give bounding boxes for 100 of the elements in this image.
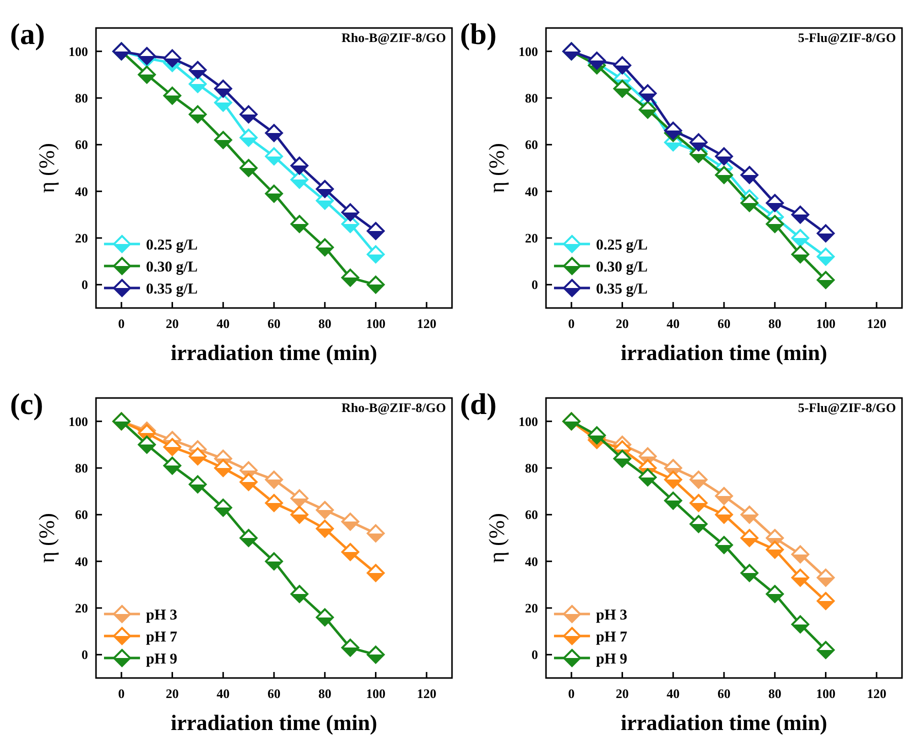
point (740, 529, 758, 547)
point (316, 501, 334, 519)
point (138, 66, 156, 84)
point (316, 180, 334, 198)
point (816, 592, 835, 610)
point (290, 170, 308, 189)
point (265, 552, 283, 570)
point (290, 156, 308, 175)
y-tick-label: 60 (75, 137, 88, 152)
x-tick-label: 60 (268, 316, 280, 331)
y-tick-label: 100 (518, 414, 538, 429)
point (214, 80, 232, 98)
x-tick-label: 60 (718, 316, 730, 331)
point (715, 166, 733, 184)
x-tick-label: 80 (768, 316, 782, 331)
text: (d) (460, 388, 497, 421)
legend-label: pH 3 (596, 607, 628, 624)
point (613, 56, 632, 74)
y-tick-label: 40 (525, 554, 538, 569)
point (366, 524, 385, 542)
point (366, 245, 385, 264)
point (341, 512, 360, 531)
x-tick-label: 20 (166, 686, 179, 701)
point (690, 515, 708, 533)
point (316, 238, 334, 256)
point (816, 568, 835, 587)
point (715, 147, 733, 166)
point (188, 105, 207, 124)
point (740, 506, 758, 524)
x-tick-label: 100 (816, 686, 836, 701)
point (240, 159, 258, 177)
point (188, 475, 207, 494)
y-tick-label: 100 (518, 44, 538, 59)
point (290, 215, 308, 233)
y-tick-label: 40 (75, 554, 88, 569)
y-axis-title: η (%) (484, 143, 509, 193)
y-tick-label: 0 (532, 277, 538, 292)
y-tick-label: 80 (75, 460, 88, 476)
point (791, 615, 810, 634)
x-tick-label: 100 (366, 316, 386, 331)
annotation: Rho-B@ZIF-8/GO (341, 400, 446, 415)
y-tick-label: 80 (75, 90, 88, 106)
legend-label: 0.30 g/L (146, 259, 198, 276)
x-tick-label: 0 (118, 316, 125, 331)
point (740, 564, 758, 582)
text: (a) (10, 18, 45, 51)
point (766, 585, 784, 603)
point (715, 487, 733, 505)
point (588, 52, 606, 70)
point (638, 468, 657, 486)
x-tick-label: 0 (118, 686, 125, 701)
y-tick-label: 60 (75, 507, 88, 522)
point (188, 447, 207, 466)
point (240, 529, 258, 547)
point (366, 564, 385, 582)
point (214, 94, 232, 112)
point (664, 470, 682, 489)
x-tick-label: 20 (616, 316, 629, 331)
point (613, 80, 632, 98)
point (138, 436, 156, 454)
point (341, 543, 360, 561)
y-tick-label: 80 (525, 460, 538, 476)
x-axis-title: irradiation time (min) (170, 710, 378, 735)
point (290, 506, 308, 524)
x-tick-label: 120 (416, 316, 436, 331)
y-tick-label: 0 (82, 277, 88, 292)
x-tick-label: 80 (318, 686, 332, 701)
x-tick-label: 80 (768, 686, 782, 701)
x-tick-label: 40 (216, 316, 230, 331)
x-tick-label: 120 (866, 686, 886, 701)
legend-label: pH 9 (596, 651, 628, 668)
y-axis-title: η (%) (34, 143, 59, 193)
legend-label: 0.25 g/L (146, 237, 198, 254)
point (690, 133, 708, 152)
x-tick-label: 20 (166, 316, 179, 331)
point (816, 641, 835, 659)
point (816, 248, 835, 266)
point (240, 128, 258, 147)
x-tick-label: 20 (616, 686, 629, 701)
point (588, 426, 606, 444)
point (715, 536, 733, 554)
point (316, 520, 334, 538)
point (240, 105, 258, 124)
point (638, 100, 657, 119)
y-tick-label: 40 (525, 184, 538, 199)
legend-label: 0.30 g/L (596, 259, 648, 276)
point (265, 494, 283, 512)
point (791, 206, 810, 224)
y-tick-label: 100 (68, 44, 88, 59)
y-axis-title: η (%) (34, 513, 59, 563)
point (816, 224, 835, 242)
point (740, 194, 758, 212)
point (163, 456, 182, 475)
x-axis-title: irradiation time (min) (170, 340, 378, 365)
point (163, 438, 182, 456)
y-tick-label: 80 (525, 90, 538, 106)
point (664, 492, 682, 510)
x-tick-label: 100 (366, 686, 386, 701)
point (341, 203, 360, 222)
y-tick-label: 20 (525, 230, 538, 246)
